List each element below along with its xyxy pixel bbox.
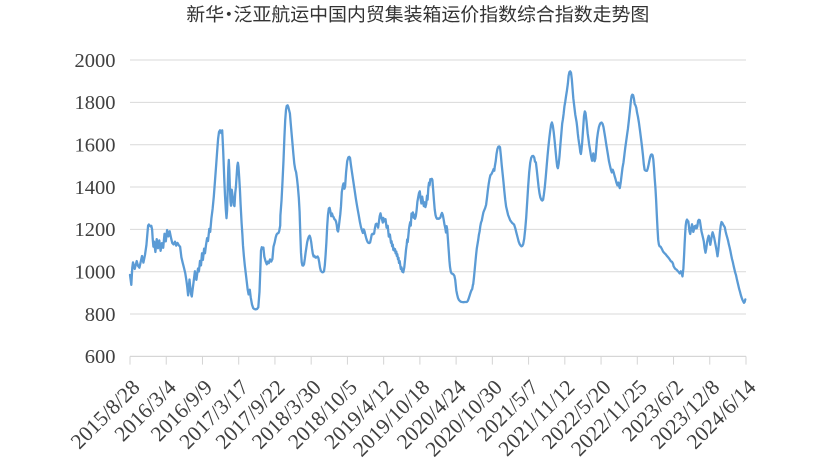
svg-text:600: 600: [85, 346, 116, 368]
svg-text:1000: 1000: [75, 262, 116, 284]
svg-text:1400: 1400: [75, 177, 116, 199]
svg-text:1200: 1200: [75, 219, 116, 241]
svg-text:800: 800: [85, 304, 116, 326]
svg-text:1800: 1800: [75, 92, 116, 114]
svg-text:2000: 2000: [75, 50, 116, 72]
svg-text:1600: 1600: [75, 135, 116, 157]
